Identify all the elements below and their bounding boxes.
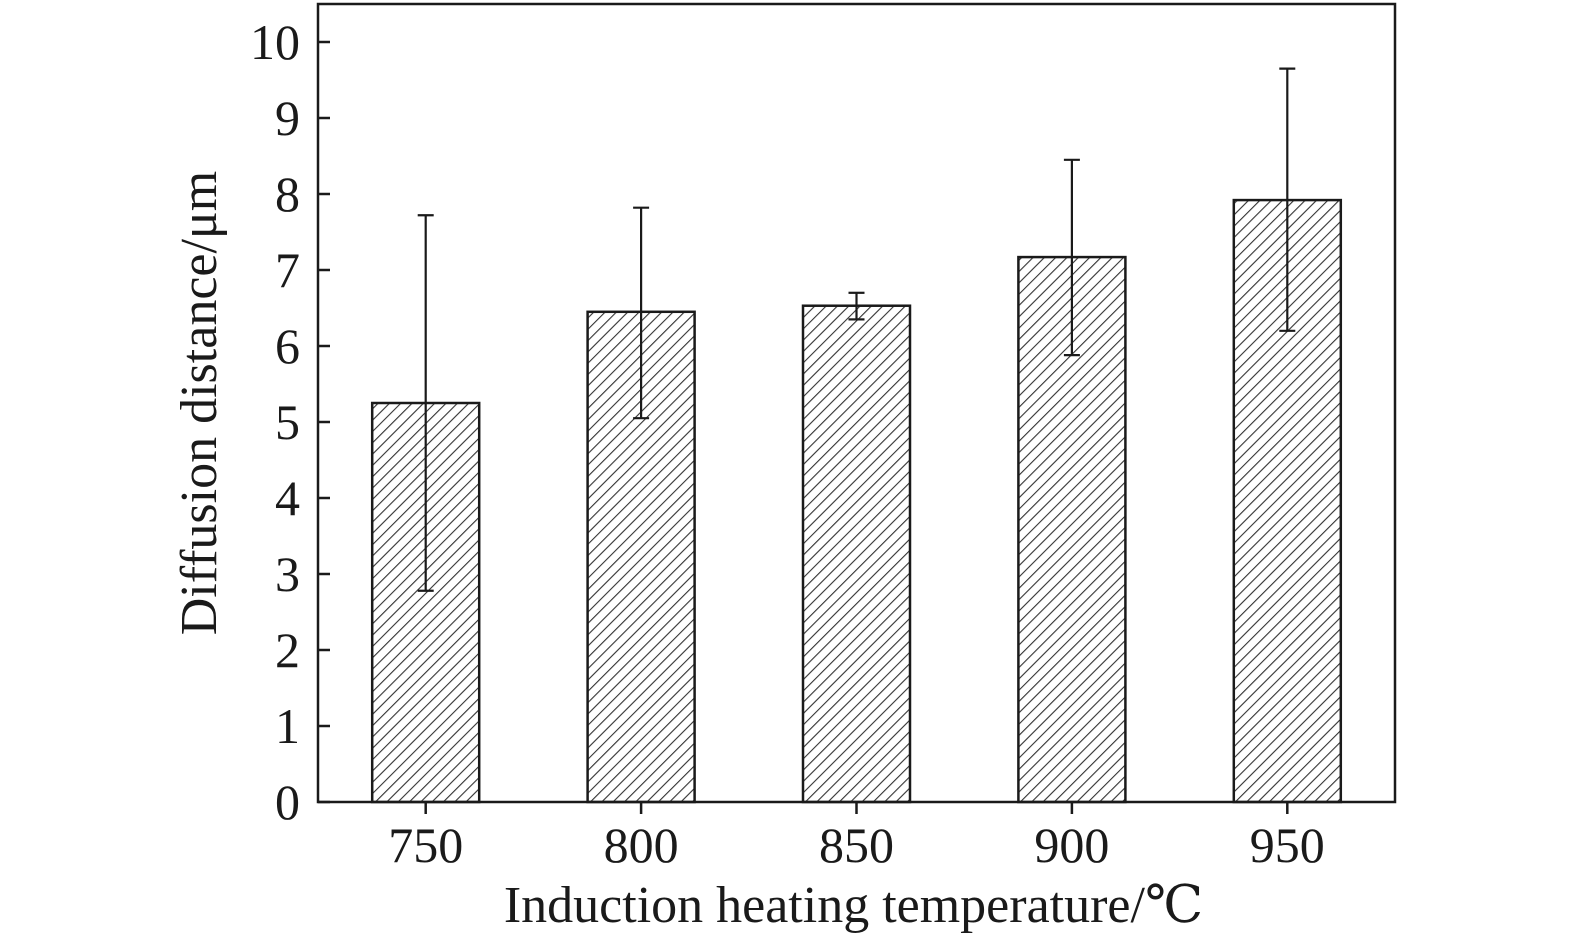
x-tick-label: 750 [388, 817, 463, 873]
y-tick-label: 5 [275, 394, 300, 450]
bar-850 [801, 304, 912, 804]
y-tick-label: 7 [275, 242, 300, 298]
x-tick-label: 850 [819, 817, 894, 873]
error-bar-750 [417, 214, 434, 592]
y-tick-label: 0 [275, 774, 300, 830]
error-bar-800 [633, 206, 650, 420]
y-tick-label: 4 [275, 470, 300, 526]
y-tick-label: 2 [275, 622, 300, 678]
error-bars-layer [417, 67, 1296, 592]
y-tick-label: 8 [275, 166, 300, 222]
bars-layer [370, 198, 1343, 804]
y-axis: 0 1 2 3 4 5 6 7 8 9 10 [250, 14, 330, 830]
error-bar-950 [1279, 67, 1296, 332]
y-tick-label: 10 [250, 14, 300, 70]
x-axis-label: Induction heating temperature/℃ [504, 877, 1203, 934]
y-tick-label: 3 [275, 546, 300, 602]
x-tick-label: 800 [604, 817, 679, 873]
y-tick-label: 9 [275, 90, 300, 146]
y-tick-label: 1 [275, 698, 300, 754]
x-tick-label: 900 [1034, 817, 1109, 873]
y-tick-label: 6 [275, 318, 300, 374]
error-bar-850 [848, 291, 865, 321]
x-tick-label: 950 [1250, 817, 1325, 873]
error-bar-900 [1063, 158, 1080, 357]
x-axis: 750 800 850 900 950 [388, 802, 1325, 873]
y-axis-label: Diffusion distance/μm [171, 171, 228, 636]
